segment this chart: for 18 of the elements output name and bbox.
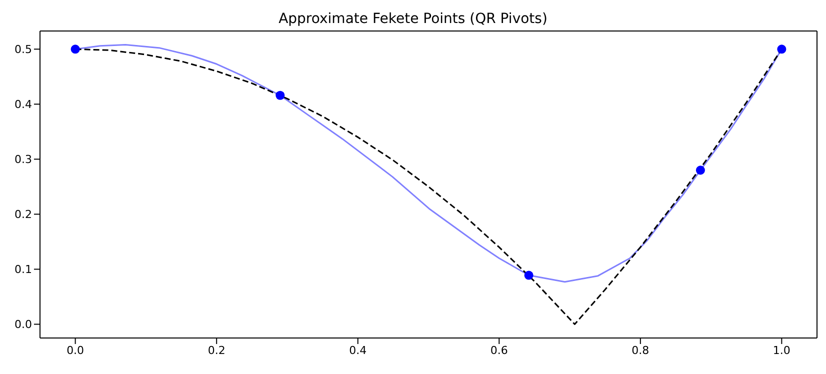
point	[70, 44, 80, 54]
point	[696, 166, 705, 175]
y-tick-label: 0.4	[14, 98, 32, 112]
point	[276, 90, 285, 100]
x-tick-label: 0.6	[490, 344, 508, 357]
x-tick-label: 0.2	[208, 344, 226, 357]
x-tick-label: 0.0	[66, 344, 84, 357]
y-tick-label: 0.1	[14, 263, 32, 276]
y-tick-label: 0.0	[14, 318, 32, 332]
y-tick-label: 0.2	[14, 208, 32, 222]
x-tick-label: 0.4	[349, 344, 367, 357]
point	[524, 270, 534, 280]
x-tick-label: 1.0	[772, 344, 790, 357]
x-tick-label: 0.8	[632, 344, 650, 357]
y-tick-label: 0.5	[14, 43, 32, 56]
chart-title: Approximate Fekete Points (QR Pivots)	[278, 10, 548, 29]
point	[777, 44, 786, 54]
y-tick-label: 0.3	[14, 153, 32, 166]
